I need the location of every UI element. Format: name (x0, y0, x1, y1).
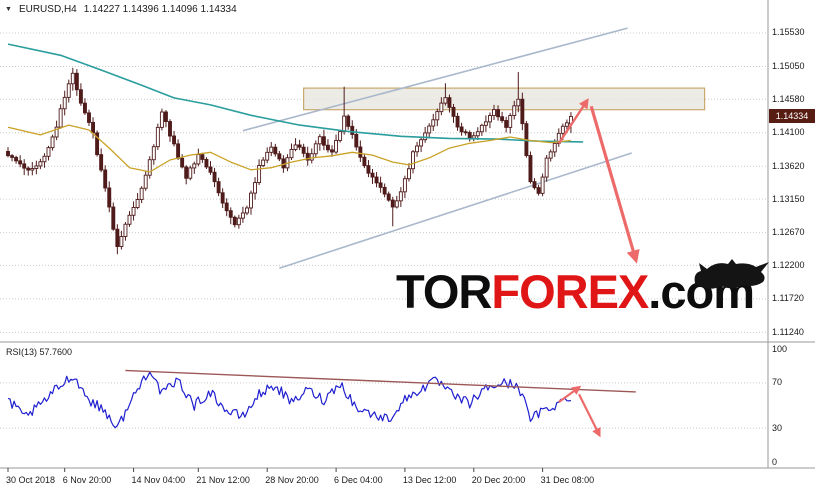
collapse-toggle-icon[interactable]: ▼ (5, 6, 12, 13)
price-axis-label: 1.15050 (772, 60, 805, 71)
rsi-axis-label: 100 (772, 343, 788, 354)
time-axis-label: 28 Nov 20:00 (265, 475, 319, 485)
time-axis-label: 21 Nov 12:00 (196, 475, 250, 485)
time-axis-label: 14 Nov 04:00 (131, 475, 186, 485)
watermark-logo: TORFOREX.com (396, 265, 755, 318)
price-axis-label: 1.13150 (772, 193, 805, 204)
time-axis-label: 6 Dec 04:00 (334, 475, 383, 485)
time-axis-label: 30 Oct 2018 (6, 475, 56, 485)
rsi-axis-label: 70 (772, 377, 783, 388)
price-axis-label: 1.15530 (772, 27, 805, 38)
price-axis-label: 1.11720 (772, 293, 804, 304)
ohlc-values: 1.14227 1.14396 1.14096 1.14334 (83, 4, 237, 15)
price-axis-label: 1.13620 (772, 160, 805, 171)
bull-logo-icon (694, 259, 769, 289)
symbol-timeframe: EURUSD,H4 (18, 4, 77, 15)
rsi-indicator-label: RSI(13) 57.7600 (6, 347, 73, 357)
time-axis-label: 31 Dec 08:00 (540, 475, 595, 485)
rsi-axis-label: 0 (772, 456, 778, 467)
current-price-badge: 1.14334 (769, 109, 815, 124)
rsi-axis-label: 30 (772, 422, 783, 433)
time-axis-label: 13 Dec 12:00 (402, 475, 457, 485)
time-axis-label: 6 Nov 20:00 (62, 475, 112, 485)
price-axis-label: 1.12670 (772, 227, 805, 238)
price-axis-label: 1.14100 (772, 127, 805, 138)
price-axis-label: 1.14580 (772, 93, 805, 104)
price-axis-label: 1.11240 (772, 326, 804, 337)
watermark-forex: FOREX (491, 265, 649, 318)
chart-symbol-info: ▼ EURUSD,H4 1.14227 1.14396 1.14096 1.14… (5, 4, 237, 15)
watermark-tor: TOR (396, 265, 492, 318)
price-axis-label: 1.12200 (772, 259, 805, 270)
time-axis-label: 20 Dec 20:00 (471, 475, 526, 485)
